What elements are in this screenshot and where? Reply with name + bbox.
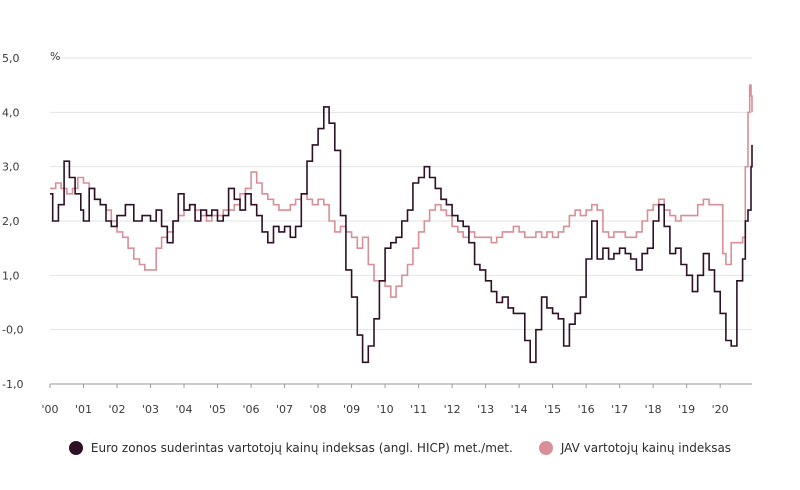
x-tick-label: '09	[343, 403, 360, 416]
x-tick-label: '19	[678, 403, 695, 416]
x-tick-label: '07	[276, 403, 293, 416]
y-tick-label: 5,0	[2, 52, 20, 65]
x-tick-label: '18	[645, 403, 662, 416]
y-tick-label: 4,0	[2, 106, 20, 119]
y-axis-unit-label: %	[50, 50, 60, 63]
x-tick-label: '05	[209, 403, 226, 416]
gridlines	[50, 57, 752, 331]
x-tick-label: '03	[142, 403, 159, 416]
x-axis-ticks: '00 '01 '02 '03 '04 '05 '06 '07 '08 '09 '10 '11 '12 '…	[41, 384, 729, 416]
legend-item-euro-hicp: Euro zonos suderintas vartotojų kainų in…	[68, 441, 513, 455]
x-tick-label: '10	[377, 403, 394, 416]
x-tick-label: '17	[611, 403, 628, 416]
x-tick-label: '11	[410, 403, 427, 416]
x-tick-label: '13	[477, 403, 494, 416]
x-tick-label: '16	[578, 403, 595, 416]
legend-swatch-us-cpi	[538, 441, 553, 455]
legend-label-us-cpi: JAV vartotojų kainų indeksas	[560, 441, 732, 455]
y-tick-label: 2,0	[2, 215, 20, 228]
y-axis-ticks: -1,0 -0,0 1,0 2,0 3,0 4,0 5,0	[2, 52, 23, 391]
line-chart: -1,0-0,01,02,03,04,05,0 % '00'01'02'03'0…	[2, 50, 753, 416]
series-line-us-cpi	[50, 84, 753, 298]
legend-item-us-cpi: JAV vartotojų kainų indeksas	[538, 441, 732, 455]
x-tick-label: '20	[712, 403, 729, 416]
x-tick-label: '08	[310, 403, 327, 416]
series-lines	[50, 84, 753, 364]
legend: Euro zonos suderintas vartotojų kainų in…	[0, 441, 800, 455]
x-tick-label: '06	[243, 403, 260, 416]
x-tick-label: '01	[75, 403, 92, 416]
y-tick-label: 3,0	[2, 161, 20, 174]
x-tick-label: '02	[109, 403, 126, 416]
x-tick-label: '15	[544, 403, 561, 416]
y-tick-label: -1,0	[2, 378, 23, 391]
legend-swatch-euro-hicp	[68, 441, 83, 455]
y-tick-label: -0,0	[2, 324, 23, 337]
x-tick-label: '04	[176, 403, 193, 416]
x-tick-label: '12	[444, 403, 461, 416]
series-line-euro-hicp	[50, 106, 753, 364]
legend-label-euro-hicp: Euro zonos suderintas vartotojų kainų in…	[90, 441, 513, 455]
x-tick-label: '14	[511, 403, 528, 416]
y-tick-label: 1,0	[2, 269, 20, 282]
x-tick-label: '00	[41, 403, 58, 416]
